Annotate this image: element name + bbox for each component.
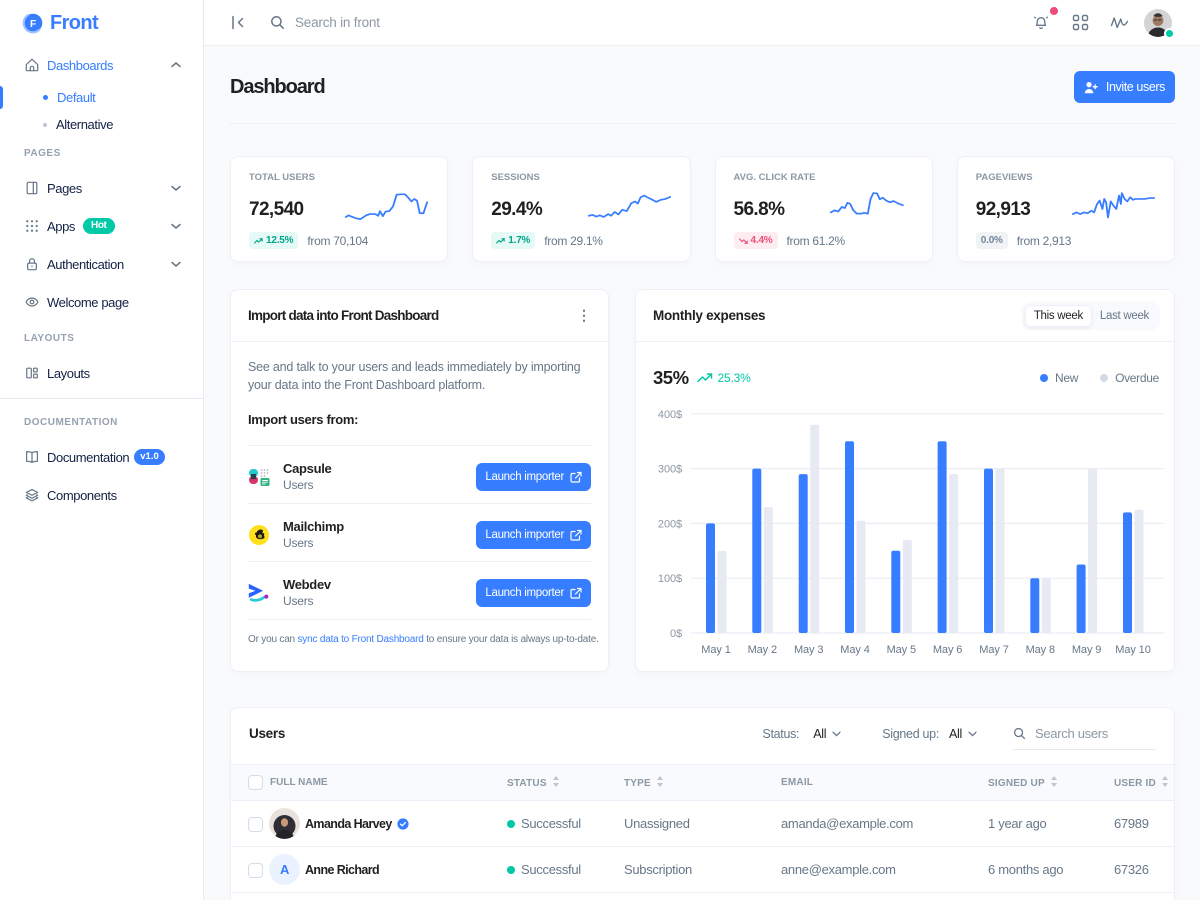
svg-text:May 2: May 2 <box>748 644 777 656</box>
svg-text:May 1: May 1 <box>701 644 730 656</box>
svg-text:100$: 100$ <box>658 573 682 585</box>
svg-text:300$: 300$ <box>658 464 682 476</box>
svg-text:May 9: May 9 <box>1072 644 1101 656</box>
svg-text:400$: 400$ <box>658 409 682 421</box>
svg-text:200$: 200$ <box>658 518 682 530</box>
svg-text:F: F <box>30 19 36 30</box>
svg-text:May 10: May 10 <box>1115 644 1150 656</box>
svg-text:May 8: May 8 <box>1026 644 1055 656</box>
svg-text:May 4: May 4 <box>840 644 869 656</box>
svg-text:May 5: May 5 <box>887 644 916 656</box>
svg-text:May 6: May 6 <box>933 644 962 656</box>
svg-text:May 7: May 7 <box>979 644 1008 656</box>
svg-text:0$: 0$ <box>670 628 682 640</box>
svg-text:May 3: May 3 <box>794 644 823 656</box>
